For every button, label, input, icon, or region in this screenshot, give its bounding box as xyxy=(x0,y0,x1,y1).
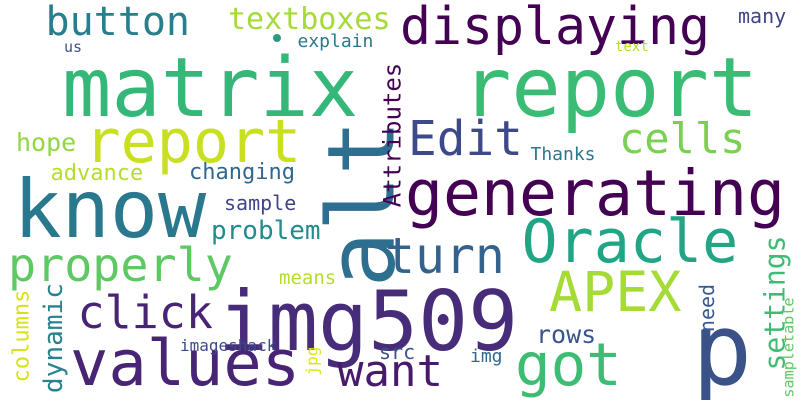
word-us: us xyxy=(64,38,83,56)
word-matrix: matrix xyxy=(62,41,359,136)
word-img: img xyxy=(470,346,503,367)
word-text: text xyxy=(615,39,649,55)
word-explain: explain xyxy=(297,31,374,52)
word-jpg: jpg xyxy=(302,346,322,375)
word-thanks: Thanks xyxy=(530,144,596,165)
word-edit: Edit xyxy=(408,112,523,167)
word-means: means xyxy=(279,267,337,289)
word-displaying: displaying xyxy=(400,0,711,57)
word-generating: generating xyxy=(405,155,785,230)
word-dynamic: dynamic xyxy=(38,283,69,394)
word-need: need xyxy=(695,283,720,332)
word-columns: columns xyxy=(8,289,34,383)
word-p: p xyxy=(692,291,753,400)
word-hope: hope xyxy=(16,128,77,157)
word-changing: changing xyxy=(189,160,295,185)
word-turn: turn xyxy=(385,227,505,285)
word-textboxes: textboxes xyxy=(228,2,391,37)
word-many: many xyxy=(738,4,787,28)
word-button: button xyxy=(45,0,191,45)
word-attributes: Attributes xyxy=(377,62,406,208)
word-values: values xyxy=(70,327,301,400)
word-sampletable: sampletable xyxy=(779,297,798,398)
word-oracle: Oracle xyxy=(521,207,739,277)
word-src: src xyxy=(379,340,416,364)
word-imageshack: imageshack xyxy=(180,336,277,355)
word-report-large: report xyxy=(462,41,759,136)
word-sample: sample xyxy=(224,191,297,215)
word-advance: advance xyxy=(50,161,144,186)
word-cells: cells xyxy=(619,114,746,163)
dot-mark xyxy=(273,34,281,42)
word-want: want xyxy=(337,346,443,397)
word-properly: properly xyxy=(8,238,233,293)
word-problem: problem xyxy=(211,216,321,246)
word-know: know xyxy=(13,163,207,256)
word-rows: rows xyxy=(536,320,597,349)
word-click: click xyxy=(77,286,213,339)
word-apex: APEX xyxy=(549,260,682,324)
word-img509: img509 xyxy=(218,272,519,370)
word-got: got xyxy=(515,329,622,399)
word-report-small: report xyxy=(84,107,302,177)
